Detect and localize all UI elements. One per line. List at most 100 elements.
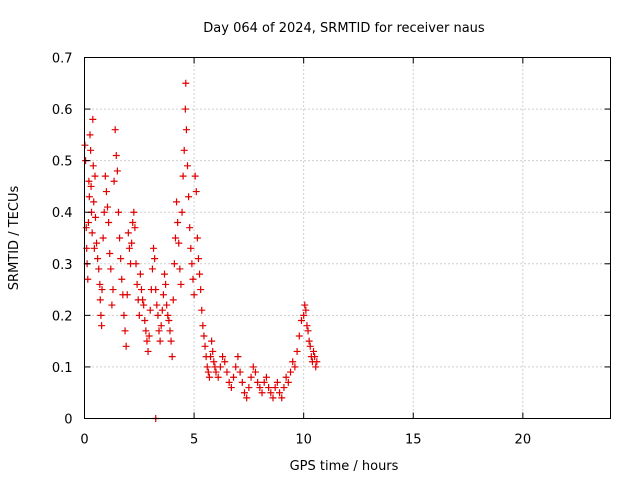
data-point [96, 280, 104, 288]
data-point [310, 347, 318, 355]
data-point [86, 131, 94, 139]
x-axis-label: GPS time / hours [290, 459, 399, 474]
data-point [192, 188, 200, 196]
data-point [188, 260, 196, 268]
data-point [174, 219, 182, 227]
data-point [82, 224, 90, 232]
data-point [125, 244, 133, 252]
data-point [167, 337, 175, 345]
data-point [137, 286, 145, 294]
data-point [132, 260, 140, 268]
y-tick-label: 0.7 [52, 52, 73, 67]
data-point [178, 208, 186, 216]
data-point [182, 79, 190, 87]
y-tick-label: 0.2 [52, 309, 73, 324]
data-point [227, 384, 235, 392]
data-point [271, 384, 279, 392]
data-point [190, 291, 198, 299]
data-point [160, 270, 168, 278]
data-marks [81, 79, 321, 422]
data-point [185, 193, 193, 201]
data-point [105, 219, 113, 227]
data-point [205, 373, 213, 381]
data-point [173, 198, 181, 206]
data-point [98, 322, 106, 330]
data-point [249, 363, 257, 371]
data-point [181, 105, 189, 113]
data-point [95, 265, 103, 273]
data-point [258, 389, 266, 397]
data-point [225, 378, 233, 386]
data-point [236, 368, 244, 376]
data-point [99, 234, 107, 242]
data-point [177, 280, 185, 288]
x-tick-label: 20 [515, 433, 532, 448]
data-point [104, 203, 112, 211]
data-point [303, 322, 311, 330]
data-point [123, 291, 131, 299]
data-point [111, 126, 119, 134]
data-point [194, 255, 202, 263]
data-point [165, 317, 173, 325]
data-point [180, 146, 188, 154]
data-point [197, 286, 205, 294]
data-point [199, 322, 207, 330]
data-point [295, 332, 303, 340]
data-point [196, 270, 204, 278]
data-point [313, 358, 321, 366]
data-point [265, 384, 273, 392]
y-tick-label: 0.6 [52, 103, 73, 118]
data-point [87, 182, 95, 190]
data-point [223, 368, 231, 376]
data-point [94, 255, 102, 263]
data-point [109, 286, 117, 294]
plot-frame [84, 57, 611, 419]
data-point [114, 208, 122, 216]
data-point [84, 275, 92, 283]
data-point [144, 347, 152, 355]
data-point [280, 384, 288, 392]
data-point [219, 353, 227, 361]
data-point [112, 151, 120, 159]
x-tick-label: 10 [295, 433, 312, 448]
x-tick-label: 15 [405, 433, 422, 448]
data-point [113, 167, 121, 175]
data-point [88, 229, 96, 237]
data-point [93, 239, 101, 247]
data-point [291, 363, 299, 371]
data-point [182, 126, 190, 134]
data-point [154, 311, 162, 319]
data-point [121, 327, 129, 335]
y-tick-label: 0.3 [52, 258, 73, 273]
x-tick-label: 0 [80, 433, 88, 448]
x-tick-label: 5 [190, 433, 198, 448]
data-point [260, 378, 268, 386]
data-point [135, 311, 143, 319]
data-point [201, 342, 209, 350]
data-point [269, 394, 277, 402]
y-tick-label: 0 [64, 413, 72, 428]
data-point [247, 373, 255, 381]
data-point [256, 384, 264, 392]
data-point [116, 234, 124, 242]
data-point [204, 368, 212, 376]
data-point [101, 172, 109, 180]
data-point [155, 327, 163, 335]
data-point [208, 337, 216, 345]
data-point [89, 162, 97, 170]
data-point [273, 378, 281, 386]
data-point [209, 347, 217, 355]
data-point [128, 239, 136, 247]
data-point [200, 332, 208, 340]
data-point [124, 229, 132, 237]
data-point [148, 265, 156, 273]
data-point [193, 234, 201, 242]
data-point [163, 301, 171, 309]
data-point [90, 244, 98, 252]
data-point [142, 327, 150, 335]
y-tick-label: 0.4 [52, 206, 73, 221]
data-point [130, 208, 138, 216]
data-point [207, 353, 215, 361]
data-point [198, 306, 206, 314]
